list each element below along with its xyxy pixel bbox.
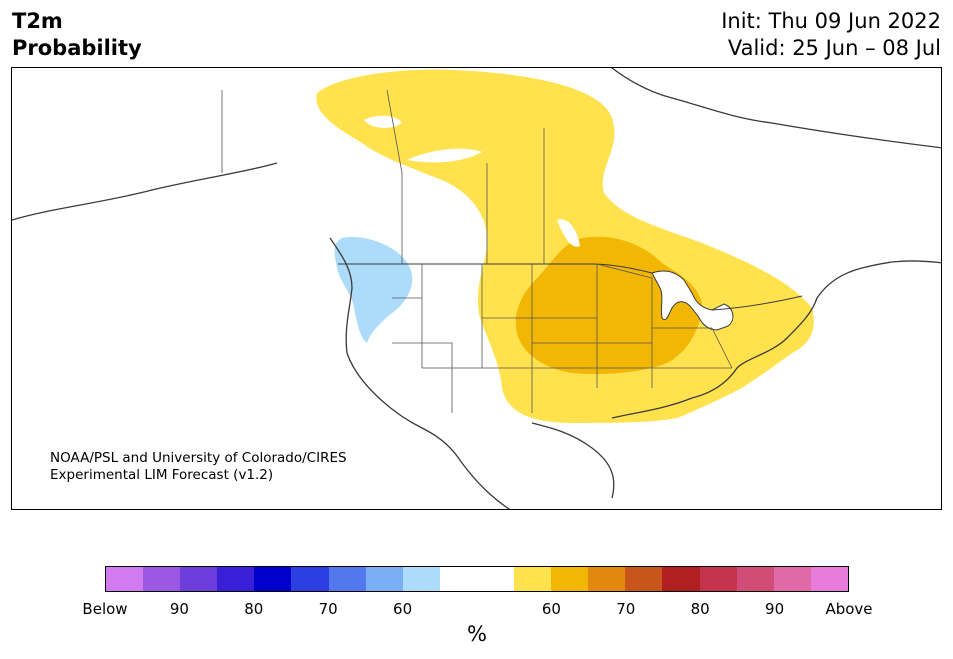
arctic-water-2 (407, 148, 482, 163)
colorbar-label: % (467, 622, 487, 646)
colorbar-segment (588, 567, 626, 591)
colorbar-tick-label: 60 (541, 600, 561, 618)
colorbar-segment (773, 567, 811, 591)
colorbar-tick-label: 80 (244, 600, 264, 618)
valid-range: Valid: 25 Jun – 08 Jul (727, 36, 941, 60)
title-block: T2m Probability (12, 8, 142, 62)
colorbar-segment (143, 567, 181, 591)
region-above-60-70 (515, 236, 702, 375)
colorbar-tick-label: 70 (616, 600, 636, 618)
colorbar-segment (106, 567, 144, 591)
map-canvas (12, 68, 941, 509)
us-canada-border (338, 263, 803, 311)
colorbar-tick-label: 60 (393, 600, 413, 618)
init-date: Init: Thu 09 Jun 2022 (721, 9, 941, 33)
colorbar-segment (180, 567, 218, 591)
colorbar-segment (699, 567, 737, 591)
colorbar-segment (217, 567, 255, 591)
colorbar-tick-label: Above (825, 600, 873, 618)
forecast-map: NOAA/PSL and University of Colorado/CIRE… (11, 67, 942, 510)
colorbar-tick-label: 70 (318, 600, 338, 618)
colorbar-tick-label: 90 (765, 600, 785, 618)
colorbar-segment (662, 567, 700, 591)
colorbar-segment (514, 567, 552, 591)
lake-winnipeg (557, 219, 580, 247)
date-block: Init: Thu 09 Jun 2022 Valid: 25 Jun – 08… (721, 8, 941, 62)
colorbar-segment (625, 567, 663, 591)
admin-borders (221, 89, 733, 413)
variable-title: T2m (12, 9, 63, 33)
colorbar-segment (551, 567, 589, 591)
colorbar-segment (810, 567, 848, 591)
colorbar (105, 566, 849, 592)
product-title: Probability (12, 36, 142, 60)
credit-line-1: NOAA/PSL and University of Colorado/CIRE… (50, 450, 347, 466)
colorbar-segment (365, 567, 403, 591)
colorbar-tick-label: Below (82, 600, 128, 618)
colorbar-tick-label: 80 (690, 600, 710, 618)
colorbar-tick-label: 90 (169, 600, 189, 618)
great-lakes (651, 270, 734, 331)
colorbar-segment (736, 567, 774, 591)
colorbar-segment (291, 567, 329, 591)
colorbar-segment (328, 567, 366, 591)
credit-line-2: Experimental LIM Forecast (v1.2) (50, 467, 274, 483)
colorbar-segment (254, 567, 292, 591)
colorbar-segment (402, 567, 440, 591)
coastline (12, 68, 941, 509)
colorbar-segment (439, 567, 515, 591)
credit-text: NOAA/PSL and University of Colorado/CIRE… (50, 450, 347, 484)
